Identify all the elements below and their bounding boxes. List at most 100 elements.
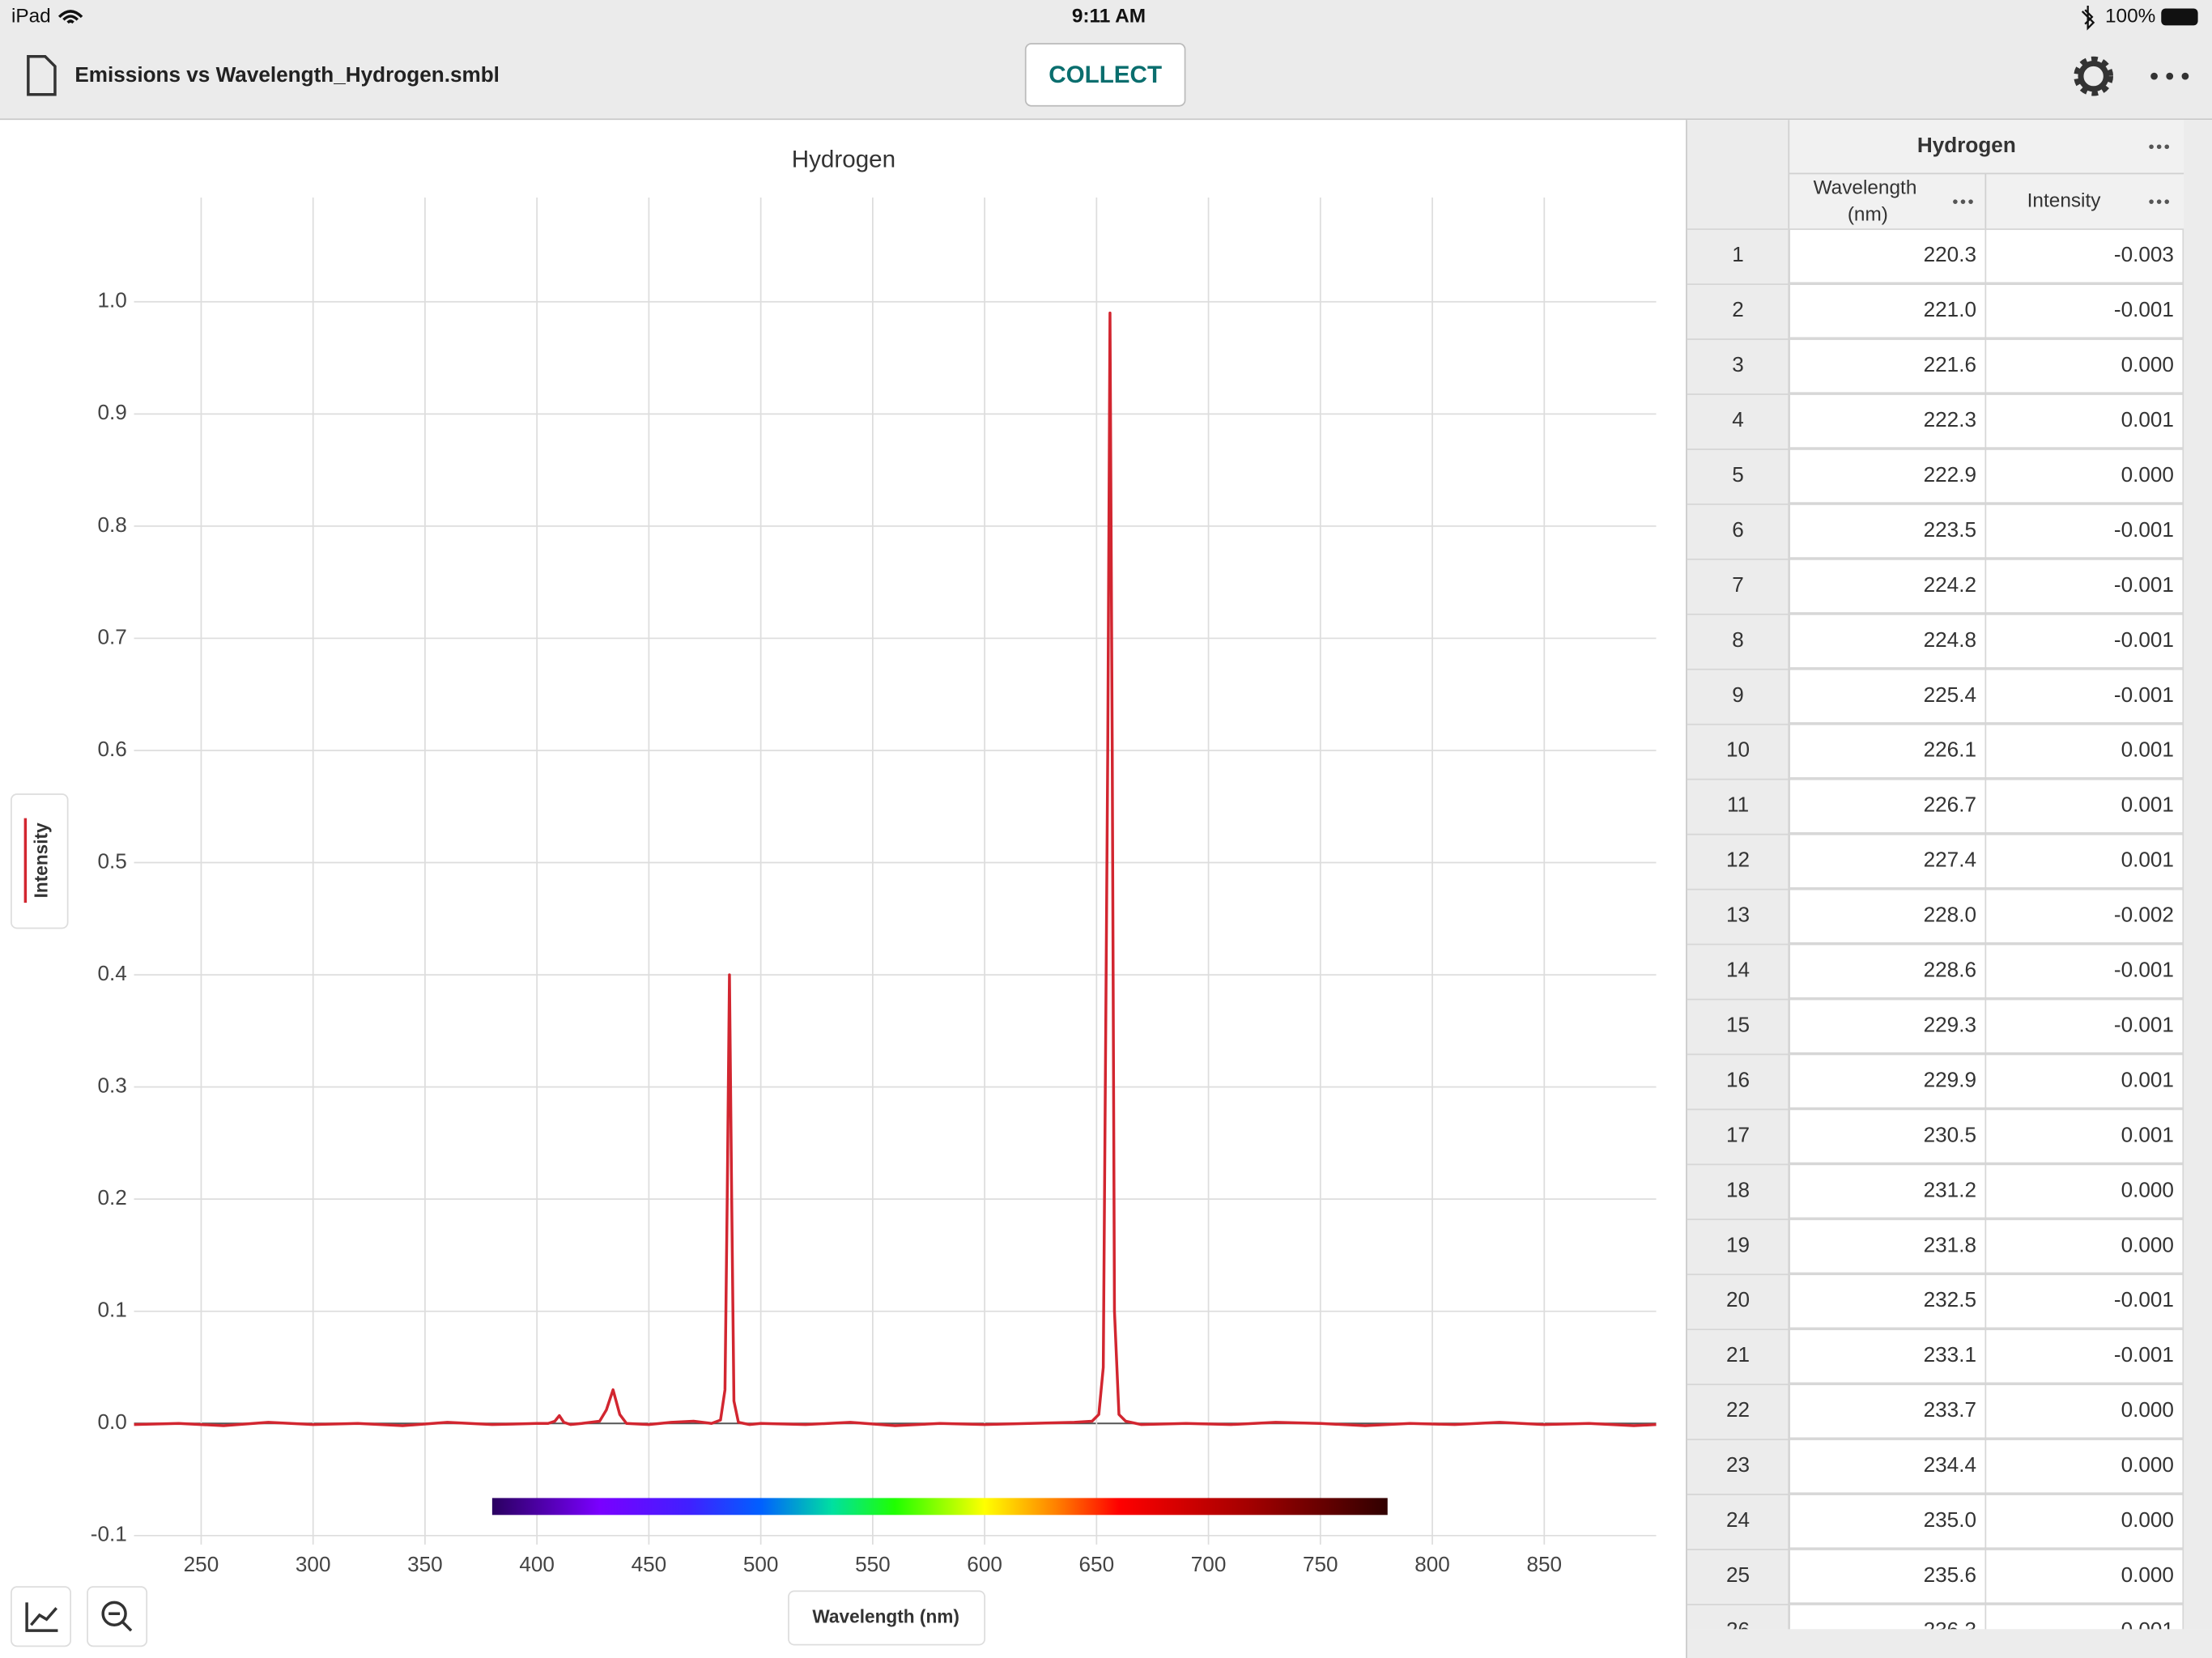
more-menu[interactable] xyxy=(2150,72,2189,80)
table-cell xyxy=(1984,668,2184,724)
column-menu[interactable] xyxy=(1953,199,1973,204)
table-header xyxy=(1789,120,2184,229)
intensity-cell: 0.000 xyxy=(2121,1452,2174,1477)
intensity-cell: 0.000 xyxy=(2121,352,2174,376)
column-menu[interactable] xyxy=(2149,144,2170,150)
wavelength-cell: 224.2 xyxy=(1924,572,1976,597)
x-tick-label: 600 xyxy=(967,1552,1002,1576)
column-menu[interactable] xyxy=(2149,199,2170,204)
settings-icon[interactable] xyxy=(2074,56,2114,96)
wavelength-cell: 236.3 xyxy=(1924,1618,1976,1642)
table-cell xyxy=(1789,998,1987,1054)
row-number: 15 xyxy=(1726,1012,1750,1036)
row-number: 7 xyxy=(1732,572,1744,597)
collect-label[interactable]: COLLECT xyxy=(1049,62,1162,88)
y-axis-label[interactable]: Intensity xyxy=(30,823,51,899)
x-tick-label: 550 xyxy=(855,1552,891,1576)
table-cell xyxy=(1789,1494,1987,1550)
table-cell xyxy=(1789,888,1987,944)
x-tick-label: 350 xyxy=(407,1552,443,1576)
table-cell xyxy=(1789,1604,1987,1630)
intensity-cell: 0.001 xyxy=(2121,793,2174,817)
wavelength-cell: 231.8 xyxy=(1924,1232,1976,1256)
row-number: 12 xyxy=(1726,848,1750,872)
table-cell xyxy=(1789,283,1987,339)
intensity-cell: -0.001 xyxy=(2114,572,2174,597)
row-number: 9 xyxy=(1732,682,1744,707)
intensity-cell: -0.001 xyxy=(2114,682,2174,707)
column-header[interactable]: Intensity xyxy=(2027,190,2102,212)
intensity-cell: 0.000 xyxy=(2121,1232,2174,1256)
intensity-cell: -0.001 xyxy=(2114,1012,2174,1036)
bluetooth-icon xyxy=(2081,5,2095,31)
device-name: iPad xyxy=(11,5,51,27)
wavelength-cell: 231.2 xyxy=(1924,1177,1976,1201)
file-name[interactable]: Emissions vs Wavelength_Hydrogen.smbl xyxy=(74,62,500,87)
x-axis-button[interactable] xyxy=(788,1590,986,1646)
wavelength-cell: 234.4 xyxy=(1924,1452,1976,1477)
x-tick-label: 800 xyxy=(1414,1552,1450,1576)
table-cell xyxy=(1984,1494,2184,1550)
table-cell xyxy=(1984,723,2184,779)
group-header[interactable]: Hydrogen xyxy=(1917,133,2016,157)
column-header[interactable]: Wavelength (nm) xyxy=(1814,177,1923,226)
table-cell xyxy=(1984,504,2184,559)
chart-title: Hydrogen xyxy=(792,146,895,172)
wavelength-cell: 225.4 xyxy=(1924,682,1976,707)
spectrum-bar xyxy=(491,1498,1388,1516)
y-tick-label: 0.4 xyxy=(97,961,126,985)
y-tick-label: 1.0 xyxy=(97,288,126,312)
row-number: 18 xyxy=(1726,1177,1750,1201)
wavelength-cell: 229.9 xyxy=(1924,1067,1976,1091)
x-tick-label: 250 xyxy=(184,1552,219,1576)
wavelength-cell: 222.9 xyxy=(1924,462,1976,487)
wavelength-cell: 233.1 xyxy=(1924,1342,1976,1367)
row-number: 24 xyxy=(1726,1507,1750,1532)
table-cell xyxy=(1789,1053,1987,1109)
row-number: 25 xyxy=(1726,1562,1750,1587)
y-tick-label: 0.1 xyxy=(97,1298,126,1322)
table-cell xyxy=(1984,778,2184,834)
table-cell xyxy=(1789,668,1987,724)
table-cell xyxy=(1789,1384,1987,1439)
row-number: 26 xyxy=(1726,1618,1750,1642)
table-cell xyxy=(1984,449,2184,504)
x-tick-label: 750 xyxy=(1303,1552,1338,1576)
table-cell xyxy=(1984,283,2184,339)
intensity-cell: -0.001 xyxy=(2114,1287,2174,1312)
wavelength-cell: 226.1 xyxy=(1924,738,1976,762)
intensity-cell: -0.003 xyxy=(2114,242,2174,266)
table-cell xyxy=(1789,1108,1987,1164)
y-tick-label: 0.7 xyxy=(97,624,126,648)
intensity-cell: 0.001 xyxy=(2121,407,2174,432)
wavelength-cell: 226.7 xyxy=(1924,793,1976,817)
intensity-cell: -0.001 xyxy=(2114,1618,2174,1642)
y-tick-label: 0.0 xyxy=(97,1409,126,1434)
y-tick-label: 0.8 xyxy=(97,512,126,537)
table-cell xyxy=(1984,228,2184,284)
table-cell xyxy=(1789,1163,1987,1219)
clock: 9:11 AM xyxy=(1072,5,1146,27)
wavelength-cell: 220.3 xyxy=(1924,242,1976,266)
wavelength-cell: 223.5 xyxy=(1924,517,1976,542)
table-cell xyxy=(1984,1439,2184,1494)
table-cell xyxy=(1789,1439,1987,1494)
zoom-icon-handle xyxy=(108,1612,133,1632)
table-cell xyxy=(1789,1218,1987,1274)
file-icon[interactable] xyxy=(27,54,57,96)
battery-icon xyxy=(2161,8,2198,26)
row-number: 11 xyxy=(1727,793,1749,817)
wavelength-cell: 222.3 xyxy=(1924,407,1976,432)
intensity-cell: 0.000 xyxy=(2121,1507,2174,1532)
x-tick-label: 500 xyxy=(743,1552,779,1576)
wavelength-cell: 227.4 xyxy=(1924,848,1976,872)
zoom-button[interactable] xyxy=(87,1586,148,1647)
intensity-cell: 0.000 xyxy=(2121,1397,2174,1422)
intensity-cell: -0.001 xyxy=(2114,627,2174,652)
table-cell xyxy=(1984,1218,2184,1274)
row-number: 4 xyxy=(1732,407,1744,432)
table-cell xyxy=(1984,338,2184,394)
x-axis-label[interactable]: Wavelength (nm) xyxy=(812,1605,959,1626)
collect-button[interactable] xyxy=(1024,43,1186,107)
